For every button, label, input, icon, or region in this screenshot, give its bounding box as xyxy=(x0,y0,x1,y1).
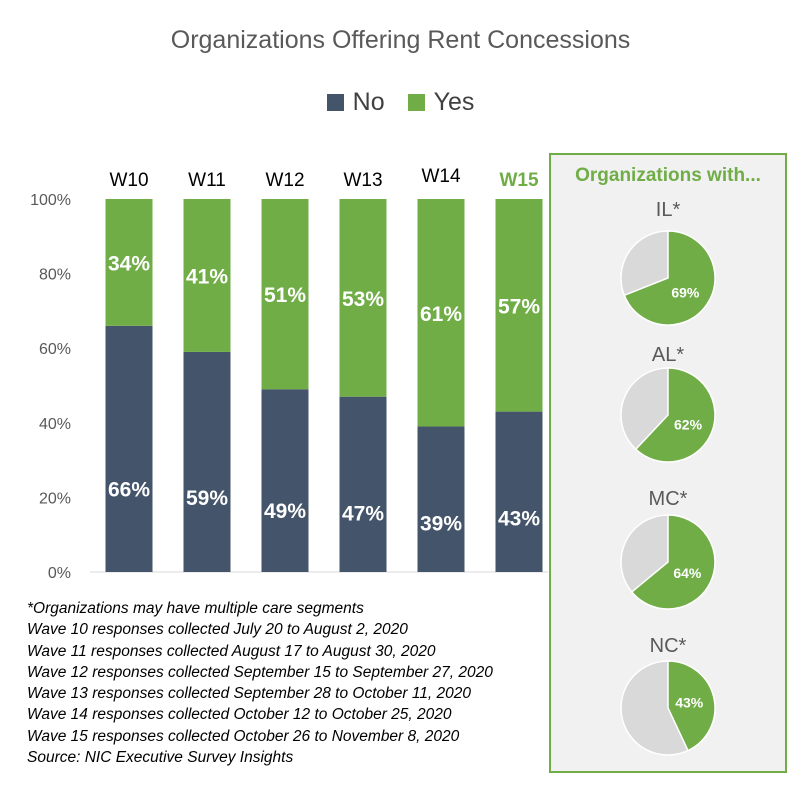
pie-label: AL* xyxy=(652,344,684,366)
pie-label: IL* xyxy=(656,199,681,221)
pie-slice xyxy=(667,660,716,752)
bar-yes xyxy=(105,199,153,326)
footnote: Wave 11 responses collected August 17 to… xyxy=(27,642,436,660)
category-label: W12 xyxy=(265,170,304,191)
pie-label: NC* xyxy=(650,635,687,657)
pie-value-label: 62% xyxy=(674,417,703,433)
bar-no xyxy=(495,411,543,572)
y-tick-label: 20% xyxy=(39,490,71,507)
data-label: 49% xyxy=(264,500,306,523)
footnote: Wave 12 responses collected September 15… xyxy=(27,663,493,681)
category-label: W11 xyxy=(188,170,226,191)
data-label: 47% xyxy=(342,502,384,525)
y-tick-label: 80% xyxy=(39,267,71,284)
legend-label-no: No xyxy=(352,88,385,116)
data-label: 53% xyxy=(342,288,384,311)
footnote: *Organizations may have multiple care se… xyxy=(27,600,364,617)
pie-slice xyxy=(634,367,716,463)
footnote: Wave 10 responses collected July 20 to A… xyxy=(27,621,408,639)
y-tick-label: 0% xyxy=(48,565,71,582)
data-label: 51% xyxy=(264,284,306,307)
category-label: W15 xyxy=(499,170,539,191)
bar-no xyxy=(105,325,153,572)
legend-item-yes: Yes xyxy=(407,88,475,117)
legend-swatch-yes xyxy=(407,94,425,111)
data-label: 34% xyxy=(108,252,150,275)
footnote: Wave 15 responses collected October 26 t… xyxy=(27,727,460,745)
category-label: W13 xyxy=(343,170,382,191)
data-label: 61% xyxy=(420,303,462,326)
legend: No Yes xyxy=(0,88,801,118)
category-label: W10 xyxy=(109,170,148,191)
data-label: 43% xyxy=(498,507,540,530)
footnote: Wave 14 responses collected October 12 t… xyxy=(27,706,452,724)
pie-label: MC* xyxy=(649,488,688,510)
footnote: Wave 13 responses collected September 28… xyxy=(27,685,472,703)
data-label: 39% xyxy=(420,513,462,536)
bar-no xyxy=(261,389,309,572)
pie-value-label: 64% xyxy=(673,565,702,581)
data-label: 59% xyxy=(186,487,228,510)
legend-item-no: No xyxy=(326,88,385,117)
data-label: 41% xyxy=(186,265,228,288)
pie-value-label: 43% xyxy=(675,694,704,710)
data-label: 57% xyxy=(498,295,540,318)
y-tick-label: 100% xyxy=(30,192,71,209)
y-tick-label: 60% xyxy=(39,341,71,358)
bar-yes xyxy=(339,199,387,397)
bar-yes xyxy=(417,199,465,427)
bar-yes xyxy=(261,199,309,390)
pie-value-label: 69% xyxy=(671,285,700,301)
category-label: W14 xyxy=(421,166,461,187)
bar-no xyxy=(417,426,465,572)
bar-yes xyxy=(183,199,231,352)
chart-title: Organizations Offering Rent Concessions xyxy=(170,26,631,54)
pie-slice xyxy=(623,230,716,326)
bar-no xyxy=(183,351,231,572)
legend-label-yes: Yes xyxy=(433,88,475,116)
pie-slice xyxy=(630,514,716,610)
pie-panel-title: Organizations with... xyxy=(575,165,761,186)
footnote: Source: NIC Executive Survey Insights xyxy=(27,749,294,767)
bar-no xyxy=(339,396,387,572)
bar-yes xyxy=(495,199,543,412)
y-tick-label: 40% xyxy=(39,416,71,433)
footnotes: *Organizations may have multiple care se… xyxy=(27,598,493,768)
data-label: 66% xyxy=(108,478,150,501)
legend-swatch-no xyxy=(326,94,344,111)
